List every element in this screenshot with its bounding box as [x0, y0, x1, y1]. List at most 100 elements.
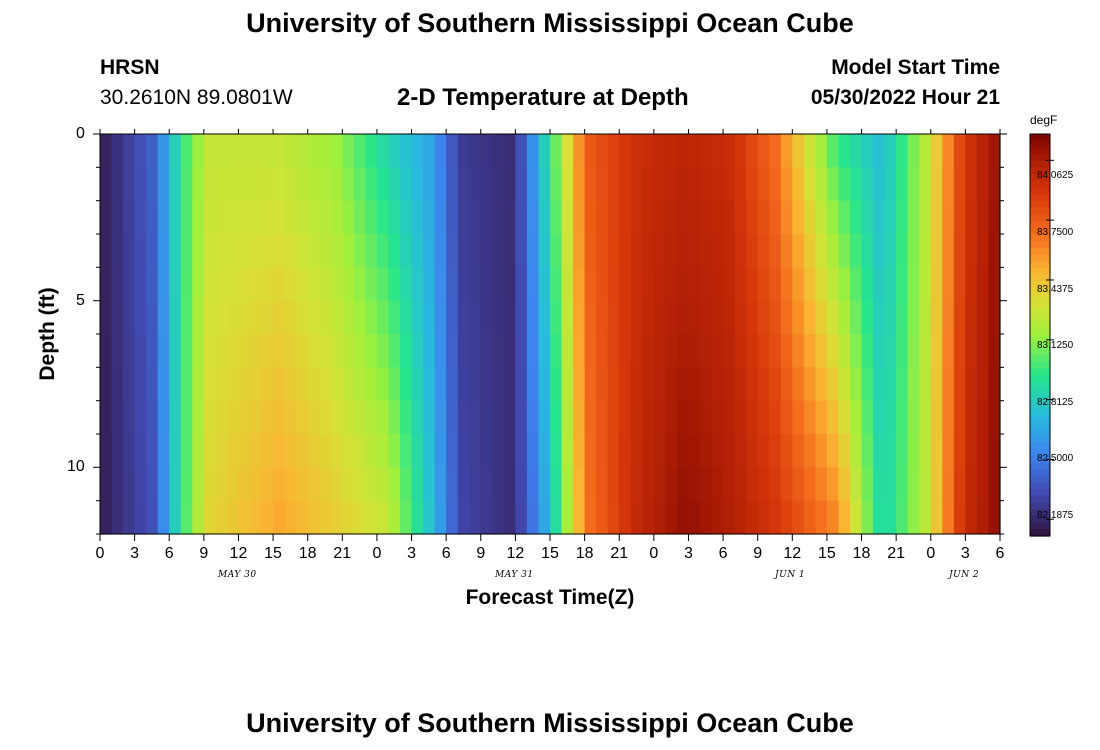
heatmap-cell: [457, 200, 470, 235]
heatmap-cell: [434, 367, 447, 402]
heatmap-cell: [457, 334, 470, 368]
heatmap-cell: [561, 500, 574, 535]
x-tick-label: 21: [333, 545, 352, 562]
heatmap-cell: [376, 334, 390, 368]
heatmap-cell: [446, 134, 459, 168]
heatmap-cell: [619, 267, 632, 302]
x-tick-label: 0: [649, 545, 659, 562]
heatmap-cell: [780, 467, 793, 502]
heatmap-cell: [273, 300, 286, 335]
heatmap-cell: [965, 167, 978, 202]
heatmap-cell: [330, 434, 343, 468]
heatmap-cell: [896, 200, 909, 235]
heatmap-cell: [330, 334, 343, 368]
heatmap-cell: [676, 500, 690, 535]
heatmap-cell: [757, 167, 770, 202]
heatmap-cell: [607, 234, 620, 268]
heatmap-cell: [215, 467, 228, 502]
heatmap-cell: [723, 400, 736, 435]
heatmap-cell: [688, 400, 701, 435]
heatmap-cell: [734, 334, 747, 368]
heatmap-cell: [434, 300, 447, 335]
heatmap-cell: [215, 334, 228, 368]
heatmap-cell: [457, 367, 470, 402]
colorbar-segment: [1030, 234, 1050, 242]
heatmap-cell: [734, 300, 747, 335]
heatmap-cell: [896, 400, 909, 435]
heatmap-cell: [123, 300, 136, 335]
heatmap-cell: [573, 367, 586, 402]
heatmap-cell: [296, 434, 309, 468]
heatmap-cell: [284, 500, 297, 535]
heatmap-cell: [723, 167, 736, 202]
colorbar-label: 83.4375: [1037, 284, 1074, 295]
colorbar-segment: [1030, 221, 1050, 229]
heatmap-cell: [180, 400, 193, 435]
heatmap-cell: [457, 167, 470, 202]
heatmap-cell: [642, 200, 655, 235]
heatmap-cell: [723, 234, 736, 268]
heatmap-cell: [884, 234, 897, 268]
heatmap-cell: [192, 200, 205, 235]
heatmap-cell: [284, 367, 297, 402]
heatmap-cell: [815, 300, 828, 335]
heatmap-cell: [480, 500, 493, 535]
x-axis-label: Forecast Time(Z): [465, 586, 635, 609]
heatmap-cell: [607, 434, 620, 468]
heatmap-cell: [319, 334, 332, 368]
heatmap-cell: [307, 500, 320, 535]
heatmap-cell: [757, 367, 770, 402]
day-label: JUN 2: [949, 570, 980, 580]
heatmap-cell: [157, 200, 170, 235]
heatmap-cell: [561, 234, 574, 268]
heatmap-cell: [100, 400, 113, 435]
heatmap-cell: [584, 167, 597, 202]
heatmap-cell: [123, 267, 136, 302]
heatmap-cell: [884, 500, 897, 535]
heatmap-cell: [434, 400, 447, 435]
colorbar-segment: [1030, 140, 1050, 148]
colorbar-segment: [1030, 462, 1050, 470]
heatmap-cell: [607, 500, 620, 535]
heatmap-cell: [919, 367, 932, 402]
heatmap-cell: [665, 467, 678, 502]
heatmap-cell: [434, 500, 447, 535]
heatmap-cell: [746, 367, 759, 402]
heatmap-cell: [919, 200, 932, 235]
heatmap-cell: [146, 434, 159, 468]
heatmap-cell: [780, 134, 793, 168]
heatmap-cell: [353, 367, 366, 402]
heatmap-cell: [734, 234, 747, 268]
heatmap-cell: [711, 167, 724, 202]
heatmap-cell: [746, 167, 759, 202]
heatmap-cell: [838, 500, 851, 535]
heatmap-cell: [642, 434, 655, 468]
colorbar-segment: [1030, 247, 1050, 256]
heatmap-cell: [642, 300, 655, 335]
heatmap-cell: [457, 267, 470, 302]
heatmap-cell: [838, 167, 851, 202]
heatmap-cell: [942, 267, 955, 302]
heatmap-cell: [584, 200, 597, 235]
heatmap-cell: [319, 500, 332, 535]
heatmap-cell: [746, 200, 759, 235]
heatmap-cell: [607, 400, 620, 435]
heatmap-cell: [134, 267, 147, 302]
heatmap-cell: [273, 200, 286, 235]
heatmap-cell: [653, 167, 666, 202]
heatmap-cell: [100, 500, 113, 535]
heatmap-cell: [561, 334, 574, 368]
heatmap-cell: [446, 234, 459, 268]
heatmap-cell: [423, 434, 436, 468]
heatmap-cell: [296, 167, 309, 202]
heatmap-cell: [250, 467, 263, 502]
heatmap-cell: [642, 234, 655, 268]
heatmap-cell: [665, 434, 678, 468]
heatmap-cell: [676, 234, 690, 268]
heatmap-cell: [469, 434, 482, 468]
heatmap-cell: [215, 134, 228, 168]
x-tick-label: 0: [95, 545, 105, 562]
heatmap-cell: [607, 300, 620, 335]
heatmap-cell: [976, 200, 990, 235]
heatmap-cell: [780, 400, 793, 435]
